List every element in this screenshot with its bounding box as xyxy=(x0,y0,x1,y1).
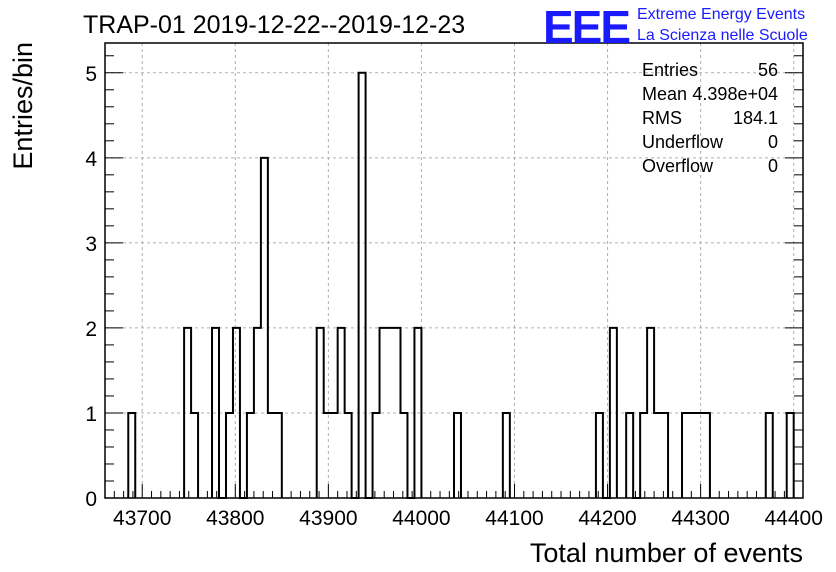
chart-title: TRAP-01 2019-12-22--2019-12-23 xyxy=(83,11,465,39)
y-tick-label: 1 xyxy=(85,403,97,426)
histogram-bin xyxy=(596,413,603,498)
y-tick-label: 4 xyxy=(85,148,97,171)
stats-label: RMS xyxy=(642,108,682,128)
histogram-bin xyxy=(128,413,135,498)
stats-label: Entries xyxy=(642,60,698,80)
histogram-bin xyxy=(400,413,407,498)
axis-ticks xyxy=(105,55,804,499)
y-tick-labels: 0 1 2 3 4 5 xyxy=(85,63,97,511)
stats-value: 0 xyxy=(768,156,778,176)
histogram-bin xyxy=(247,413,254,498)
x-tick-label: 44300 xyxy=(671,507,729,530)
histogram-bin xyxy=(324,413,338,498)
x-axis-label: Total number of events xyxy=(530,538,803,568)
stats-value: 4.398e+04 xyxy=(692,84,778,104)
histogram-bin xyxy=(503,413,510,498)
histogram-bin xyxy=(454,413,461,498)
histogram-bin xyxy=(268,413,282,498)
histogram-bin xyxy=(226,413,233,498)
eee-logo: EEE Extreme Energy Events La Scienza nel… xyxy=(543,1,808,53)
y-tick-label: 2 xyxy=(85,318,97,341)
stats-value: 56 xyxy=(758,60,778,80)
stats-box: Entries 56 Mean 4.398e+04 RMS 184.1 Underflow 0… xyxy=(642,60,778,176)
eee-logo-line1: Extreme Energy Events xyxy=(637,6,805,23)
histogram-bin xyxy=(654,413,668,498)
x-tick-label: 44200 xyxy=(578,507,636,530)
y-axis-label: Entries/bin xyxy=(8,42,38,170)
eee-logo-line2: La Scienza nelle Scuole xyxy=(637,27,808,44)
histogram-bin xyxy=(703,413,710,498)
x-tick-label: 43800 xyxy=(206,507,264,530)
histogram-bin xyxy=(359,73,366,498)
plot-frame xyxy=(104,42,804,499)
x-tick-labels: 43700 43800 43900 44000 44100 44200 44300 44400 xyxy=(113,507,823,530)
stats-label: Mean xyxy=(642,84,687,104)
histogram-bin xyxy=(626,413,633,498)
stats-label: Underflow xyxy=(642,132,724,152)
histogram-bin xyxy=(787,413,794,498)
y-tick-label: 0 xyxy=(85,488,97,511)
x-tick-label: 44000 xyxy=(392,507,450,530)
x-tick-label: 43900 xyxy=(299,507,357,530)
histogram-bin xyxy=(682,413,703,498)
x-tick-label: 44400 xyxy=(764,507,822,530)
x-tick-label: 44100 xyxy=(485,507,543,530)
histogram-bin xyxy=(191,413,198,498)
histogram-bin xyxy=(345,413,352,498)
histogram-bin xyxy=(766,413,773,498)
eee-logo-mark: EEE xyxy=(543,1,629,53)
histogram-bin xyxy=(640,413,647,498)
stats-label: Overflow xyxy=(642,156,714,176)
y-tick-label: 5 xyxy=(85,63,97,86)
y-tick-label: 3 xyxy=(85,233,97,256)
stats-value: 184.1 xyxy=(733,108,778,128)
x-tick-label: 43700 xyxy=(113,507,171,530)
stats-value: 0 xyxy=(768,132,778,152)
histogram-bin xyxy=(373,413,380,498)
